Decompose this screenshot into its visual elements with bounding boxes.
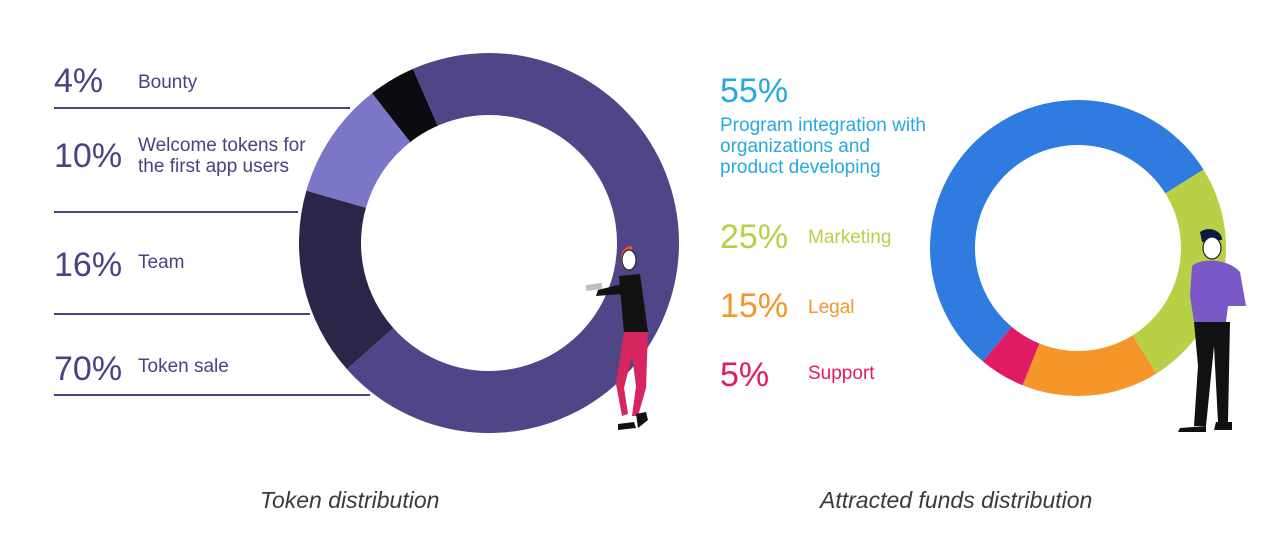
funds-donut-slice-0 bbox=[930, 99, 1204, 362]
token-legend-divider bbox=[54, 313, 310, 315]
funds-legend-label-support: Support bbox=[808, 363, 875, 384]
funds-legend-pct-program: 55% bbox=[720, 72, 789, 110]
man-illustration bbox=[1178, 229, 1246, 432]
funds-chart-title: Attracted funds distribution bbox=[820, 487, 1093, 513]
token-donut-slice-3 bbox=[306, 93, 411, 208]
token-chart-title: Token distribution bbox=[260, 487, 440, 513]
funds-legend-pct-support: 5% bbox=[720, 356, 770, 394]
token-donut-chart bbox=[299, 52, 679, 433]
token-legend-label-sale: Token sale bbox=[138, 356, 229, 377]
token-legend-pct-team: 16% bbox=[54, 246, 123, 284]
funds-donut-slice-2 bbox=[1022, 335, 1157, 396]
token-legend-pct-sale: 70% bbox=[54, 350, 123, 388]
funds-legend-pct-legal: 15% bbox=[720, 287, 789, 325]
token-legend-pct-bounty: 4% bbox=[54, 62, 104, 100]
funds-legend-label-marketing: Marketing bbox=[808, 227, 892, 248]
token-legend-label-welcome: Welcome tokens for the first app users bbox=[138, 135, 306, 177]
token-legend-divider bbox=[54, 394, 370, 396]
token-legend-label-bounty: Bounty bbox=[138, 72, 198, 93]
token-donut-slice-0 bbox=[372, 68, 438, 143]
token-legend-divider bbox=[54, 211, 298, 213]
woman-illustration bbox=[585, 246, 648, 430]
funds-donut-slice-3 bbox=[982, 326, 1040, 386]
funds-legend-label-legal: Legal bbox=[808, 297, 855, 318]
token-legend-label-team: Team bbox=[138, 252, 185, 273]
token-donut-slice-2 bbox=[299, 190, 394, 370]
funds-legend-pct-marketing: 25% bbox=[720, 218, 789, 256]
token-donut-slice-1 bbox=[346, 52, 679, 433]
token-legend-pct-welcome: 10% bbox=[54, 137, 123, 175]
funds-legend-label-program: Program integration with organizations a… bbox=[720, 115, 926, 178]
token-legend-divider bbox=[54, 107, 350, 109]
